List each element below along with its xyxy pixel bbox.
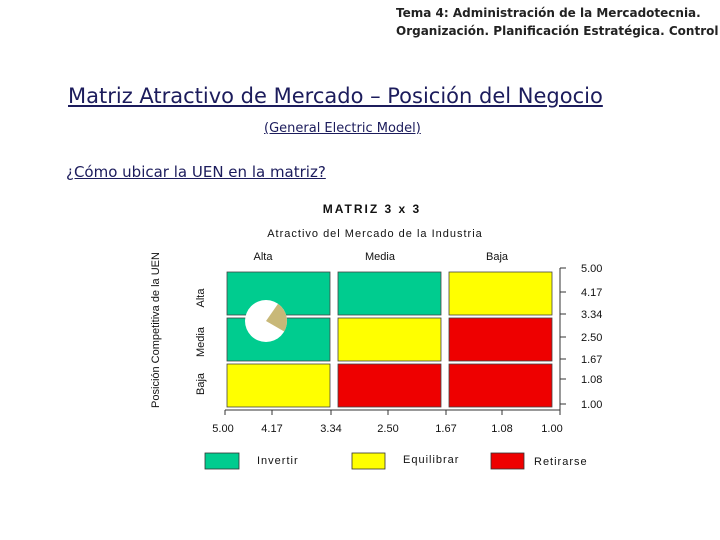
position-pie <box>266 303 287 332</box>
page-title: Matriz Atractivo de Mercado – Posición d… <box>68 84 603 108</box>
header: Tema 4: Administración de la Mercadotecn… <box>396 4 718 40</box>
header-line-2: Organización. Planificación Estratégica.… <box>396 24 719 38</box>
matrix-cell-media-baja <box>448 317 553 362</box>
y-axis-title: Posición Competitiva de la UEN <box>150 252 162 408</box>
y-tick-label: 1.00 <box>581 399 602 411</box>
matrix-cells <box>226 271 553 408</box>
x-tick-label: 1.00 <box>541 423 562 435</box>
row-label-baja: Baja <box>195 372 207 395</box>
legend-swatch-invertir <box>204 452 240 470</box>
y-tick-label: 3.34 <box>581 309 602 321</box>
matrix-cell-baja-alta <box>226 363 331 408</box>
header-line-1: Tema 4: Administración de la Mercadotecn… <box>396 6 701 20</box>
x-tick-label: 5.00 <box>212 423 233 435</box>
y-tick-label: 4.17 <box>581 287 602 299</box>
matrix-cell-baja-media <box>337 363 442 408</box>
legend-swatch-retirarse <box>490 452 525 470</box>
legend-swatch-equilibrar <box>351 452 386 470</box>
row-label-media: Media <box>195 326 207 357</box>
legend-label-invertir: Invertir <box>257 455 299 467</box>
col-label-alta: Alta <box>254 251 274 263</box>
legend-label-equilibrar: Equilibrar <box>403 454 459 466</box>
y-tick-label: 2.50 <box>581 332 602 344</box>
x-tick-label: 4.17 <box>261 423 282 435</box>
x-tick-label: 2.50 <box>377 423 398 435</box>
col-label-baja: Baja <box>486 251 509 263</box>
row-label-alta: Alta <box>195 288 207 308</box>
col-label-media: Media <box>365 251 396 263</box>
matrix-cell-media-media <box>337 317 442 362</box>
x-tick-label: 1.67 <box>435 423 456 435</box>
matrix-cell-alta-media <box>337 271 442 316</box>
x-tick-label: 1.08 <box>491 423 512 435</box>
matrix-title: MATRIZ 3 x 3 <box>323 202 421 216</box>
question-text: ¿Cómo ubicar la UEN en la matriz? <box>66 163 326 181</box>
y-tick-label: 1.08 <box>581 374 602 386</box>
x-axis-title: Atractivo del Mercado de la Industria <box>267 228 483 240</box>
y-tick-label: 1.67 <box>581 354 602 366</box>
y-tick-label: 5.00 <box>581 263 602 275</box>
matrix-cell-baja-baja <box>448 363 553 408</box>
axis-lines <box>224 267 566 415</box>
x-tick-label: 3.34 <box>320 423 341 435</box>
matrix-cell-alta-baja <box>448 271 553 316</box>
legend-label-retirarse: Retirarse <box>534 456 588 468</box>
page-subtitle: (General Electric Model) <box>264 121 421 136</box>
